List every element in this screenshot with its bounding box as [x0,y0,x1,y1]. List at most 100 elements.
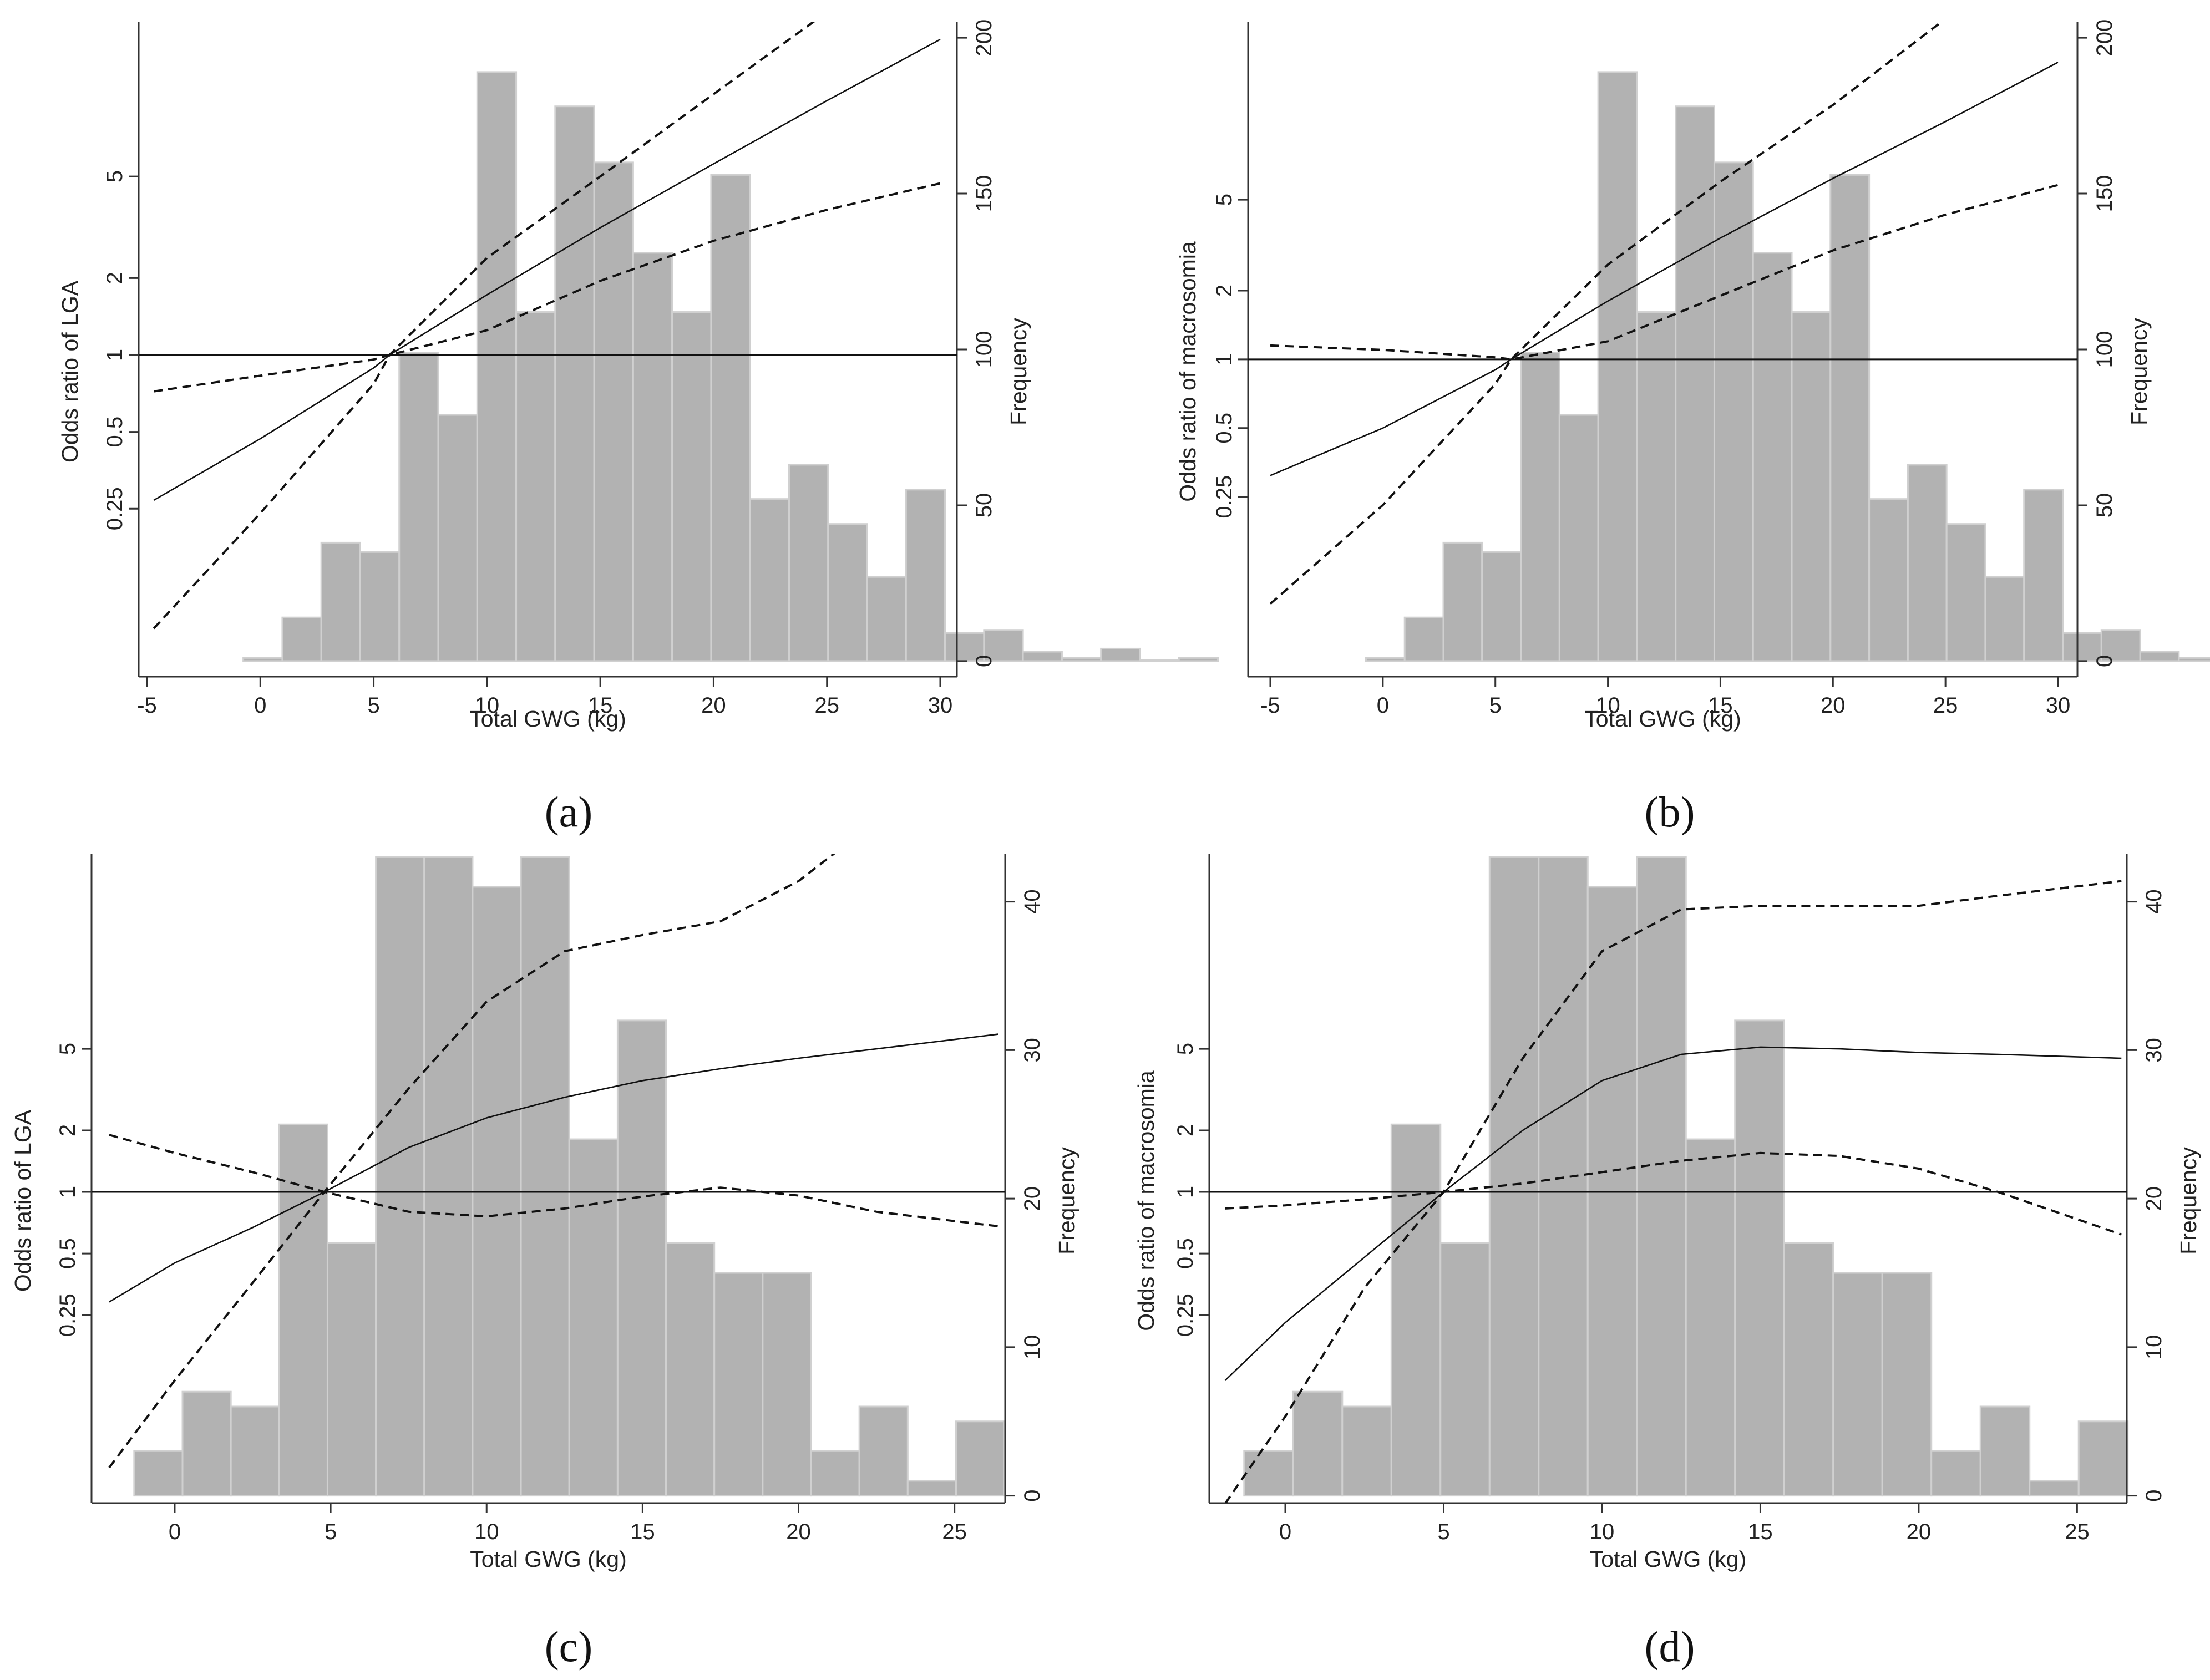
histogram-bar [1488,856,1540,1497]
histogram-bar [230,1405,280,1497]
x-tick-label: 25 [1933,693,1958,718]
histogram-bar [905,489,946,662]
left-tick-label: 2 [1212,285,1236,297]
left-axis-title: Odds ratio of macrosomia [1175,241,1200,502]
left-tick-label: 5 [55,1043,80,1055]
histogram-bar [955,1420,1006,1497]
x-tick-label: 0 [169,1520,181,1544]
histogram-bar [713,1272,764,1497]
panel-label-a: (a) [545,788,593,836]
curves-d [1224,880,2122,1503]
curves-c [108,854,998,1469]
ci-upper-curve [108,854,835,1469]
histogram-bar [1783,1242,1834,1497]
right-tick-label: 50 [972,493,996,518]
x-tick-label: 10 [475,693,500,718]
ci-lower-curve [1225,1151,2122,1236]
histogram-b [1365,71,2210,662]
x-tick-label: 20 [786,1520,811,1544]
panel-label-c: (c) [545,1622,593,1671]
histogram-bar [568,1138,619,1497]
histogram-bar [181,1390,232,1497]
histogram-bar [858,1405,909,1497]
histogram-bar [665,1242,716,1497]
x-tick-label: 15 [1748,1520,1773,1544]
x-axis-title: Total GWG (kg) [470,1546,626,1572]
x-tick-label: 5 [367,693,379,718]
histogram-bar [616,1019,667,1497]
left-tick-label: 0.25 [103,487,127,530]
histogram-a [242,71,1219,662]
right-tick-label: 200 [972,19,996,57]
x-tick-label: 30 [928,693,953,718]
histogram-bar [1100,647,1141,662]
histogram-bar [1832,1272,1883,1497]
histogram-bar [326,1242,377,1497]
histogram-bar [866,576,907,662]
left-tick-label: 0.25 [1212,475,1236,519]
right-tick-label: 30 [2142,1038,2166,1063]
left-tick-label: 2 [103,272,127,284]
right-tick-label: 0 [972,655,996,667]
left-tick-label: 1 [1212,353,1236,366]
histogram-bar [1481,551,1522,662]
histogram-bar [1597,71,1638,662]
x-tick-label: 10 [1595,693,1620,718]
histogram-bar [1520,352,1560,662]
left-tick-label: 1 [1173,1186,1198,1198]
ci-upper-curve [153,22,815,630]
odds-ratio-curve [1224,1046,2122,1381]
left-tick-label: 2 [55,1124,80,1136]
histogram-bar [133,1450,184,1497]
right-tick-label: 20 [2142,1186,2166,1211]
curves-a [153,22,941,630]
right-tick-label: 0 [2142,1489,2166,1501]
right-tick-label: 10 [1020,1335,1045,1360]
x-tick-label: 20 [1907,1520,1932,1544]
left-tick-label: 5 [103,170,127,182]
odds-ratio-curve [153,38,941,501]
right-tick-label: 150 [2092,175,2117,212]
ci-upper-curve [1224,880,2122,1503]
right-tick-label: 150 [972,175,996,212]
ci-lower-curve [109,1134,998,1227]
histogram-bar [810,1450,860,1497]
histogram-bar [1907,464,1948,662]
x-tick-label: 25 [2065,1520,2090,1544]
histogram-bar [2023,489,2064,662]
histogram-bar [906,1480,957,1497]
histogram-bar [749,498,790,662]
histogram-bar [554,105,595,662]
histogram-bar [359,551,401,662]
right-tick-label: 20 [1020,1186,1045,1211]
left-axis-title: Odds ratio of macrosomia [1133,1070,1159,1331]
histogram-bar [983,629,1024,662]
left-tick-label: 5 [1212,194,1236,206]
left-tick-label: 5 [1173,1043,1198,1055]
histogram-bar [1636,311,1677,662]
histogram-bar [1734,1019,1785,1497]
right-axis-title: Frequency [1054,1147,1079,1255]
histogram-bar [1243,1450,1294,1497]
histogram-bar [1341,1405,1392,1497]
ci-lower-curve [1270,184,2059,361]
left-tick-label: 0.5 [1173,1238,1198,1269]
histogram-bar [1139,659,1180,662]
ci-upper-curve [1269,22,1943,605]
histogram-bar [1979,1405,2031,1497]
panel-label-b: (b) [1645,788,1695,836]
right-tick-label: 30 [1020,1038,1045,1063]
histogram-bar [2077,1420,2129,1497]
x-tick-label: 0 [254,693,266,718]
x-tick-label: 25 [814,693,839,718]
chart-panel-b: -5 0 5 10 15 20 25 300.250.5125050100150200Tota… [1175,19,2210,732]
histogram-bar [476,71,518,662]
histogram-bar [2139,651,2180,662]
x-axis-title: Total GWG (kg) [469,706,626,732]
odds-ratio-curve [1270,62,2059,476]
ci-lower-curve [154,182,941,393]
x-tick-label: 5 [1437,1520,1449,1544]
histogram-bar [1636,856,1687,1497]
histogram-bar [1390,1123,1442,1497]
